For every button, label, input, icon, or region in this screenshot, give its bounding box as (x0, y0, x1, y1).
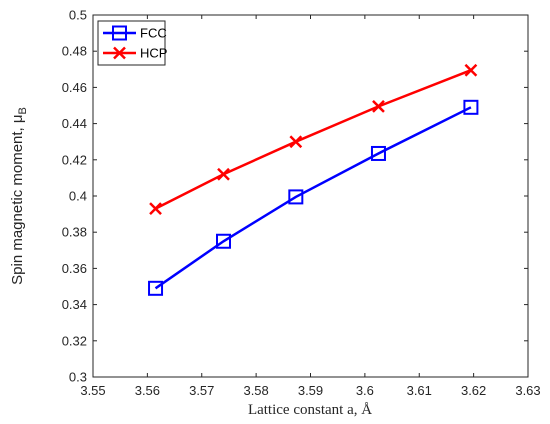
y-tick-label: 0.48 (62, 44, 87, 59)
legend-hcp-marker (113, 46, 126, 60)
y-axis-label-main: Spin magnetic moment, μ (9, 114, 26, 284)
y-tick-label: 0.5 (69, 8, 87, 23)
legend-fcc-label: FCC (140, 26, 167, 41)
hcp-marker (217, 167, 230, 181)
hcp-marker (149, 202, 162, 216)
hcp-marker-stroke (464, 63, 478, 77)
legend-box (97, 20, 166, 66)
y-tick-label: 0.46 (62, 80, 87, 95)
plot-area (92, 14, 529, 378)
x-axis-ticks: 3.55 3.56 3.57 3.58 3.59 3.6 3.61 3.62 3.63 (80, 15, 541, 398)
y-axis-ticks: 0.3 0.32 0.34 0.36 0.38 0.4 0.42 0.44 0.46 0.48 0.… (62, 8, 528, 385)
x-tick-label: 3.59 (298, 383, 323, 398)
fcc-marker (216, 233, 231, 249)
legend-hcp-marker-stroke (113, 46, 126, 60)
x-axis-label: Lattice constant a, Å (248, 402, 372, 418)
x-tick-label: 3.55 (80, 383, 105, 398)
fcc-marker (288, 189, 304, 205)
legend: FCC HCP (97, 20, 167, 66)
y-tick-label: 0.44 (62, 116, 87, 131)
x-tick-label: 3.62 (461, 383, 486, 398)
hcp-marker (289, 135, 303, 149)
x-tick-label: 3.61 (407, 383, 432, 398)
series-layer (148, 63, 479, 296)
x-tick-label: 3.63 (515, 383, 540, 398)
hcp-marker-stroke (289, 135, 303, 149)
hcp-marker-stroke (149, 202, 162, 216)
x-tick-label: 3.58 (243, 383, 268, 398)
legend-hcp-label: HCP (140, 46, 167, 61)
x-tick-label: 3.56 (135, 383, 160, 398)
y-tick-label: 0.38 (62, 225, 87, 240)
fcc-line (154, 106, 472, 290)
y-tick-label: 0.32 (62, 333, 87, 348)
y-axis-label: Spin magnetic moment, μB (9, 107, 29, 285)
y-tick-label: 0.34 (62, 297, 87, 312)
y-tick-label: 0.42 (62, 152, 87, 167)
x-tick-label: 3.57 (189, 383, 214, 398)
y-tick-label: 0.4 (69, 189, 87, 204)
fcc-marker (370, 145, 386, 161)
y-axis-label-subscript: B (17, 107, 29, 114)
hcp-marker-stroke (217, 167, 230, 181)
hcp-marker (464, 63, 478, 77)
hcp-marker (372, 100, 385, 113)
hcp-marker-stroke (372, 100, 385, 113)
fcc-marker (463, 99, 479, 115)
fcc-marker (148, 280, 164, 296)
x-tick-label: 3.6 (356, 383, 374, 398)
y-tick-label: 0.3 (69, 370, 87, 385)
legend-fcc-marker (112, 25, 127, 41)
y-tick-label: 0.36 (62, 261, 87, 276)
